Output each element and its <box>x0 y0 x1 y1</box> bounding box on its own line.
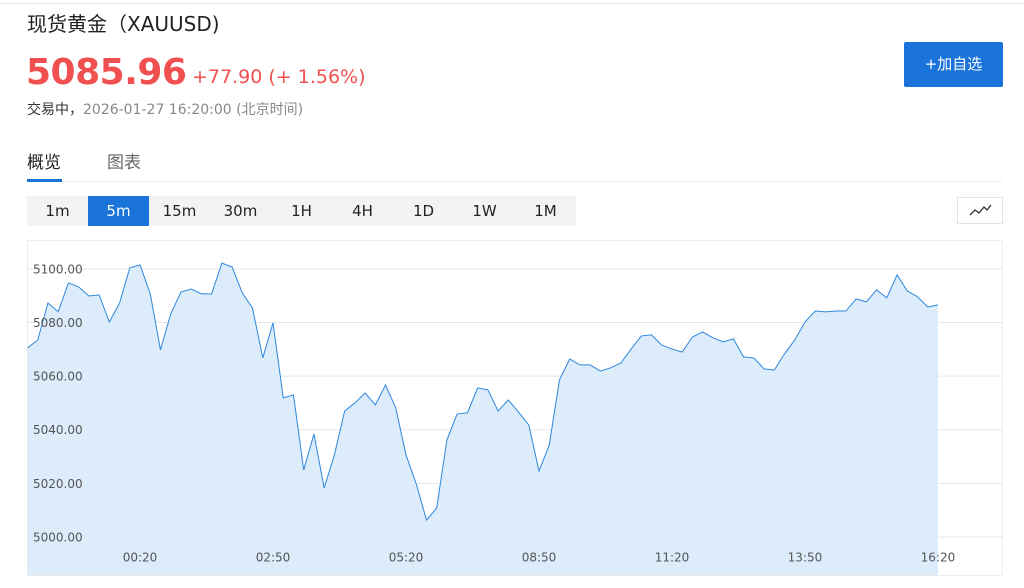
y-tick-label: 5100.00 <box>33 262 83 276</box>
watch-button[interactable]: +加自选 <box>904 42 1003 87</box>
interval-button[interactable]: 1m <box>45 202 70 220</box>
top-border <box>0 3 1024 4</box>
x-tick-label: 13:50 <box>788 551 823 565</box>
y-tick-label: 5060.00 <box>33 370 83 384</box>
chart-type-button[interactable] <box>957 197 1003 224</box>
y-tick-label: 5000.00 <box>33 530 83 544</box>
status: 交易中，2026-01-27 16:20:00 (北京时间) <box>27 99 303 119</box>
interval-button[interactable]: 4H <box>352 202 373 220</box>
timestamp: 2026-01-27 16:20:00 (北京时间) <box>83 102 304 118</box>
chart-type-icon <box>969 204 992 216</box>
price: 5085.96 <box>26 52 187 93</box>
tab[interactable]: 概览 <box>27 153 61 173</box>
interval-button[interactable]: 1D <box>412 202 435 220</box>
x-tick-label: 08:50 <box>522 551 557 565</box>
x-tick-label: 05:20 <box>389 551 424 565</box>
title: 现货黄金（XAUUSD) <box>27 12 220 36</box>
x-tick-label: 11:20 <box>655 551 690 565</box>
tab-indicator <box>27 179 62 182</box>
trading-status: 交易中， <box>27 102 83 118</box>
y-tick-label: 5020.00 <box>33 477 83 491</box>
change-value: +77.90 <box>192 66 263 88</box>
price-line <box>27 262 939 522</box>
tab-divider <box>27 181 1003 182</box>
interval-button[interactable]: 1M <box>534 202 557 220</box>
tab[interactable]: 图表 <box>107 153 141 173</box>
x-tick-label: 00:20 <box>123 551 158 565</box>
interval-button[interactable]: 1H <box>291 202 312 220</box>
area-fill <box>27 263 938 575</box>
x-tick-label: 16:20 <box>921 551 956 565</box>
interval-bar: 1m 5m 15m 30m 1H 4H 1D 1W 1M <box>27 196 576 226</box>
y-tick-label: 5040.00 <box>33 423 83 437</box>
interval-button[interactable]: 30m <box>223 202 258 220</box>
interval-button[interactable]: 15m <box>162 202 197 220</box>
chart: 5000.00 5020.00 5040.00 5060.00 5080.00 5100.… <box>27 240 1003 576</box>
y-tick-label: 5080.00 <box>33 316 83 330</box>
interval-button[interactable]: 5m <box>88 196 149 226</box>
interval-button[interactable]: 1W <box>472 202 497 220</box>
change: +77.90 (+ 1.56%) <box>192 66 366 88</box>
x-tick-label: 02:50 <box>256 551 291 565</box>
change-percent: (+ 1.56%) <box>268 66 366 88</box>
